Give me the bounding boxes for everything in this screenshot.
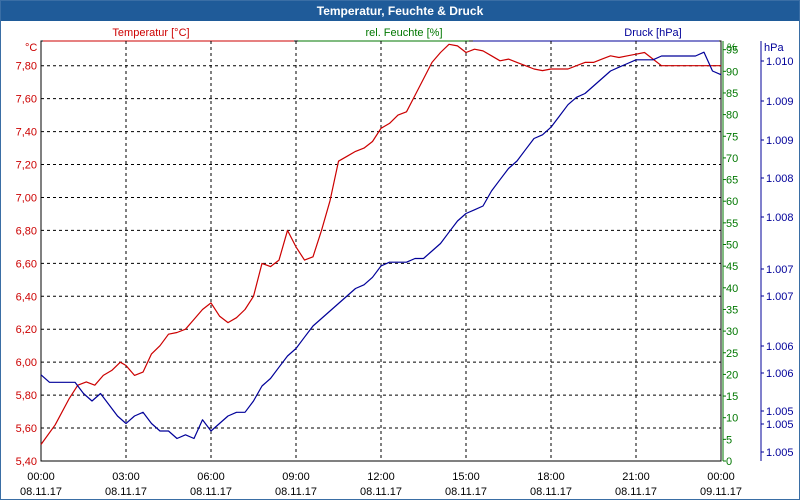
y-tick-temperature: 6,40	[16, 291, 37, 303]
x-tick-time: 09:00	[282, 471, 310, 483]
y-tick-pressure: 1.007	[766, 291, 794, 303]
legend-label: Druck [hPa]	[624, 27, 681, 39]
y-tick-pressure: 1.006	[766, 341, 794, 353]
x-tick-time: 03:00	[112, 471, 140, 483]
x-tick-date: 08.11.17	[530, 486, 572, 498]
y-tick-humidity: 40	[726, 283, 738, 295]
x-tick-time: 12:00	[367, 471, 395, 483]
y-tick-humidity: 45	[726, 261, 738, 273]
y-tick-temperature: 6,60	[16, 258, 37, 270]
y-tick-pressure: 1.005	[766, 447, 794, 459]
y-tick-temperature: 5,60	[16, 423, 37, 435]
x-tick-date: 08.11.17	[360, 486, 402, 498]
legend-label: Temperatur [°C]	[112, 27, 189, 39]
series-line-temperature	[40, 43, 721, 445]
y-tick-humidity: 5	[726, 434, 732, 446]
x-tick-date: 08.11.17	[105, 486, 147, 498]
legend-label: rel. Feuchte [%]	[365, 27, 442, 39]
y-tick-humidity: 30	[726, 326, 738, 338]
x-tick-time: 00:00	[707, 471, 735, 483]
y-tick-humidity: 90	[726, 66, 738, 78]
series-line-pressure	[40, 51, 722, 440]
y-tick-humidity: 75	[726, 131, 738, 143]
chart-svg: Temperatur [°C] rel. Feuchte [%] Druck [hP…	[16, 27, 794, 498]
x-tick-date: 08.11.17	[20, 486, 62, 498]
y-tick-temperature: 7,40	[16, 127, 37, 139]
y-tick-temperature: 7,60	[16, 94, 37, 106]
y-tick-pressure: 1.008	[766, 212, 794, 224]
y-tick-temperature: 7,20	[16, 160, 37, 172]
x-tick-time: 15:00	[452, 471, 480, 483]
x-tick-time: 21:00	[622, 471, 650, 483]
x-tick-date: 09.11.17	[700, 486, 742, 498]
y-tick-pressure: 1.008	[766, 173, 794, 185]
y-tick-humidity: 35	[726, 304, 738, 316]
x-tick-time: 18:00	[537, 471, 565, 483]
y-tick-temperature: 6,80	[16, 225, 37, 237]
y-unit-humidity: %	[727, 42, 737, 54]
y-tick-pressure: 1.009	[766, 135, 794, 147]
y-tick-humidity: 95	[726, 45, 738, 57]
y-tick-humidity: 50	[726, 240, 738, 252]
y-tick-humidity: 25	[726, 348, 738, 360]
y-tick-humidity: 85	[726, 88, 738, 100]
y-tick-pressure: 1.009	[766, 96, 794, 108]
x-tick-date: 08.11.17	[445, 486, 487, 498]
y-tick-temperature: 7,00	[16, 192, 37, 204]
y-tick-humidity: 20	[726, 369, 738, 381]
y-tick-temperature: 7,80	[16, 61, 37, 73]
y-tick-humidity: 0	[726, 456, 732, 468]
y-unit-pressure: hPa	[764, 42, 784, 54]
y-tick-temperature: 6,00	[16, 357, 37, 369]
y-tick-humidity: 70	[726, 153, 738, 165]
x-tick-date: 08.11.17	[190, 486, 232, 498]
y-tick-temperature: 6,20	[16, 324, 37, 336]
x-tick-date: 08.11.17	[615, 486, 657, 498]
chart-title: Temperatur, Feuchte & Druck	[1, 1, 799, 21]
y-tick-pressure: 1.006	[766, 368, 794, 380]
y-tick-humidity: 15	[726, 391, 738, 403]
y-tick-temperature: 5,80	[16, 390, 37, 402]
y-tick-humidity: 80	[726, 110, 738, 122]
y-tick-humidity: 10	[726, 413, 738, 425]
y-tick-humidity: 60	[726, 196, 738, 208]
x-tick-time: 00:00	[27, 471, 55, 483]
x-tick-date: 08.11.17	[275, 486, 317, 498]
y-tick-temperature: 5,40	[16, 456, 37, 468]
y-tick-pressure: 1.005	[766, 419, 794, 431]
y-tick-pressure: 1.005	[766, 406, 794, 418]
y-tick-humidity: 65	[726, 175, 738, 187]
x-tick-time: 06:00	[197, 471, 225, 483]
y-tick-pressure: 1.007	[766, 264, 794, 276]
y-tick-pressure: 1.010	[766, 56, 794, 68]
y-unit-temperature: °C	[25, 42, 37, 54]
y-tick-humidity: 55	[726, 218, 738, 230]
